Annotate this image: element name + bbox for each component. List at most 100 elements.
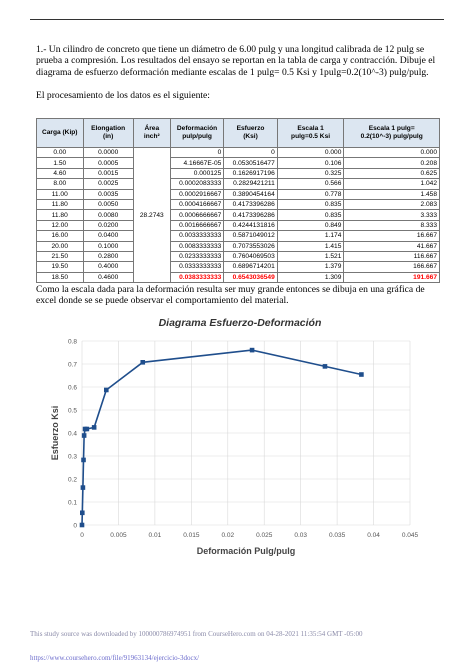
table-cell: 0.6896714201 [223, 261, 278, 273]
y-tick-label: 0.1 [68, 500, 77, 507]
table-cell: 0.0083333333 [169, 240, 225, 252]
header-cell: Deformación pulp/pulg [169, 118, 225, 148]
table-row: 20.00 0.1000 0.0083333333 0.7073553026 1.415… [36, 240, 440, 252]
intro-text: El procesamiento de los datos es el sigu… [36, 90, 210, 101]
y-tick-label: 0.6 [68, 385, 77, 392]
x-tick-label: 0.01 [149, 532, 162, 539]
header-cell: Esfuerzo (Ksi) [223, 118, 278, 148]
y-axis-label: Esfuerzo Ksi [50, 406, 60, 461]
header-cell: Carga (Kip) [36, 118, 84, 148]
table-cell: 0.0005 [82, 157, 134, 169]
y-tick-label: 0.4 [68, 431, 77, 438]
table-row: 11.00 0.0035 0.0002916667 0.3890454164 0.778… [36, 188, 440, 200]
table-cell: 0.0383333333 [169, 271, 225, 284]
table-cell: 12.00 [36, 219, 84, 232]
header-cell: Escala 1 pulg= 0.2(10^-3) pulg/pulg [343, 118, 440, 148]
table-cell: 0.4244131816 [223, 219, 278, 232]
table-cell: 0.0333333333 [169, 261, 225, 273]
table-cell: 0.0000 [82, 146, 134, 159]
header-cell: Elongation (in) [82, 118, 134, 148]
table-cell: 1.415 [276, 240, 345, 252]
table-cell: 16.00 [36, 230, 84, 242]
table-cell: 0.0015 [82, 167, 134, 180]
area-cell: 28.2743 [132, 146, 171, 284]
point-marker [81, 457, 86, 463]
y-tick-label: 0.7 [68, 362, 77, 369]
table-cell: 0.3890454164 [223, 188, 278, 200]
table-cell: 1.521 [276, 250, 345, 263]
x-tick-label: 0.045 [402, 532, 419, 539]
x-tick-label: 0.015 [183, 532, 200, 539]
table-row: 0.00 0.0000 28.2743 0 0 0.000 0.000 [36, 146, 440, 284]
table-row: 11.80 0.0080 0.0006666667 0.4173396286 0.835… [36, 209, 440, 221]
table-cell: 0.0002916667 [169, 188, 225, 200]
table-cell: 11.80 [36, 209, 84, 221]
problem-text: 1.- Un cilindro de concreto que tiene un… [36, 44, 436, 78]
table-cell: 0.0200 [82, 219, 134, 232]
table-cell: 0.0016666667 [169, 219, 225, 232]
header-cell: Área inch² [132, 118, 171, 148]
table-row: 12.00 0.0200 0.0016666667 0.4244131816 0.849… [36, 219, 440, 232]
table-cell: 0.0400 [82, 230, 134, 242]
table-cell: 0.4000 [82, 261, 134, 273]
table-cell: 0.00 [36, 146, 84, 159]
table-cell: 0.835 [276, 198, 345, 211]
table-cell: 1.458 [343, 188, 440, 200]
table-cell: 0.835 [276, 209, 345, 221]
table-cell: 0.0033333333 [169, 230, 225, 242]
point-marker [84, 426, 90, 432]
table-cell: 2.083 [343, 198, 440, 211]
point-marker [359, 372, 364, 377]
table-cell: 11.00 [36, 188, 84, 200]
table-cell: 0.000 [343, 146, 440, 159]
x-tick-label: 0.005 [110, 532, 127, 539]
y-tick-label: 0.8 [68, 339, 77, 346]
point-marker [80, 510, 85, 516]
chart: Diagrama Esfuerzo-Deformación Deformació… [50, 317, 419, 556]
point-marker [80, 485, 86, 490]
table-cell: 0.7604069503 [223, 250, 278, 263]
table-cell: 0.625 [343, 167, 440, 180]
table-cell: 0.0035 [82, 188, 134, 200]
table-cell: 18.50 [36, 271, 84, 284]
download-notice: This study source was downloaded by 1000… [30, 630, 363, 638]
table-cell: 0.4600 [82, 271, 134, 284]
table-cell: 0.1626917196 [223, 167, 278, 180]
table-row: 4.60 0.0015 0.000125 0.1626917196 0.325 0.625 [36, 167, 440, 180]
point-marker [140, 360, 146, 365]
table-cell: 0.4173396286 [223, 209, 278, 221]
point-marker [249, 347, 255, 353]
table-cell: 0.7073553026 [223, 240, 278, 252]
table-cell: 1.174 [276, 230, 345, 242]
header-cell: Escala 1 pulg=0.5 Ksi [276, 118, 345, 148]
table-cell: 4.60 [36, 167, 84, 180]
series-line [81, 349, 362, 526]
table-cell: 19.50 [36, 261, 84, 273]
source-url: https://www.coursehero.com/file/91963134… [30, 654, 200, 662]
x-tick-label: 0.04 [367, 532, 380, 539]
table-cell: 0.0080 [82, 209, 134, 221]
point-marker [79, 522, 85, 528]
table-cell: 0.0006666667 [169, 209, 225, 221]
table-cell: 0.849 [276, 219, 345, 232]
table-cell: 11.80 [36, 198, 84, 211]
chart-title: Diagrama Esfuerzo-Deformación [159, 317, 322, 329]
table-cell: 8.00 [36, 178, 84, 190]
table-cell: 0.000125 [169, 167, 225, 180]
x-tick-label: 0.03 [294, 532, 307, 539]
x-tick-label: 0.025 [256, 532, 273, 539]
table-cell: 1.042 [343, 178, 440, 190]
point-marker [103, 387, 109, 393]
table-cell: 0.0004166667 [169, 198, 225, 211]
table-cell: 16.667 [343, 230, 440, 242]
table-cell: 0.2800 [82, 250, 134, 263]
x-tick-label: 0.02 [221, 532, 234, 539]
table-cell: 0.1000 [82, 240, 134, 252]
y-tick-label: 0.3 [68, 454, 77, 461]
point-marker [322, 364, 328, 369]
x-tick-label: 0.035 [329, 532, 346, 539]
point-marker [91, 425, 97, 430]
table-row: 19.50 0.4000 0.0333333333 0.6896714201 1.379… [36, 261, 440, 273]
point-marker [81, 433, 87, 438]
